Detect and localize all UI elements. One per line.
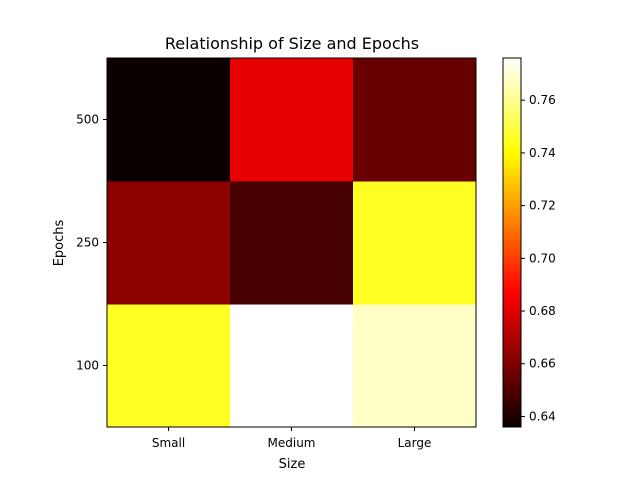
x-tick-label: Small — [152, 436, 185, 450]
colorbar-tick-label: 0.68 — [529, 304, 556, 318]
colorbar-tick-label: 0.64 — [529, 409, 556, 423]
colorbar-tick-label: 0.70 — [529, 251, 556, 265]
heatmap-cell-large-100 — [353, 304, 477, 428]
colorbar-tick-label: 0.74 — [529, 146, 556, 160]
y-tick-label: 250 — [76, 236, 99, 250]
colorbar-tick-label: 0.66 — [529, 357, 556, 371]
heatmap-cell-medium-100 — [230, 304, 354, 428]
heatmap-cell-large-500 — [353, 58, 477, 182]
y-tick-label: 500 — [76, 113, 99, 127]
x-axis-label: Size — [279, 457, 306, 472]
x-axis-ticks: Small Medium Large — [152, 427, 432, 450]
chart-title: Relationship of Size and Epochs — [165, 34, 419, 53]
colorbar-tick-label: 0.72 — [529, 199, 556, 213]
colorbar-ticks: 0.64 0.66 0.68 0.70 0.72 0.74 0.76 — [521, 93, 556, 423]
colorbar — [502, 57, 522, 428]
colorbar-tick-label: 0.76 — [529, 93, 556, 107]
x-tick-label: Medium — [268, 436, 316, 450]
heatmap-cell-large-250 — [353, 181, 477, 305]
heatmap-cell-small-100 — [107, 304, 231, 428]
heatmap-cell-small-250 — [107, 181, 231, 305]
y-axis-label: Epochs — [52, 219, 67, 266]
heatmap-cell-small-500 — [107, 58, 231, 182]
x-tick-label: Large — [398, 436, 432, 450]
heatmap-cells — [107, 58, 477, 428]
heatmap-cell-medium-500 — [230, 58, 354, 182]
heatmap-cell-medium-250 — [230, 181, 354, 305]
y-axis-ticks: 100 250 500 — [76, 113, 107, 373]
y-tick-label: 100 — [76, 359, 99, 373]
